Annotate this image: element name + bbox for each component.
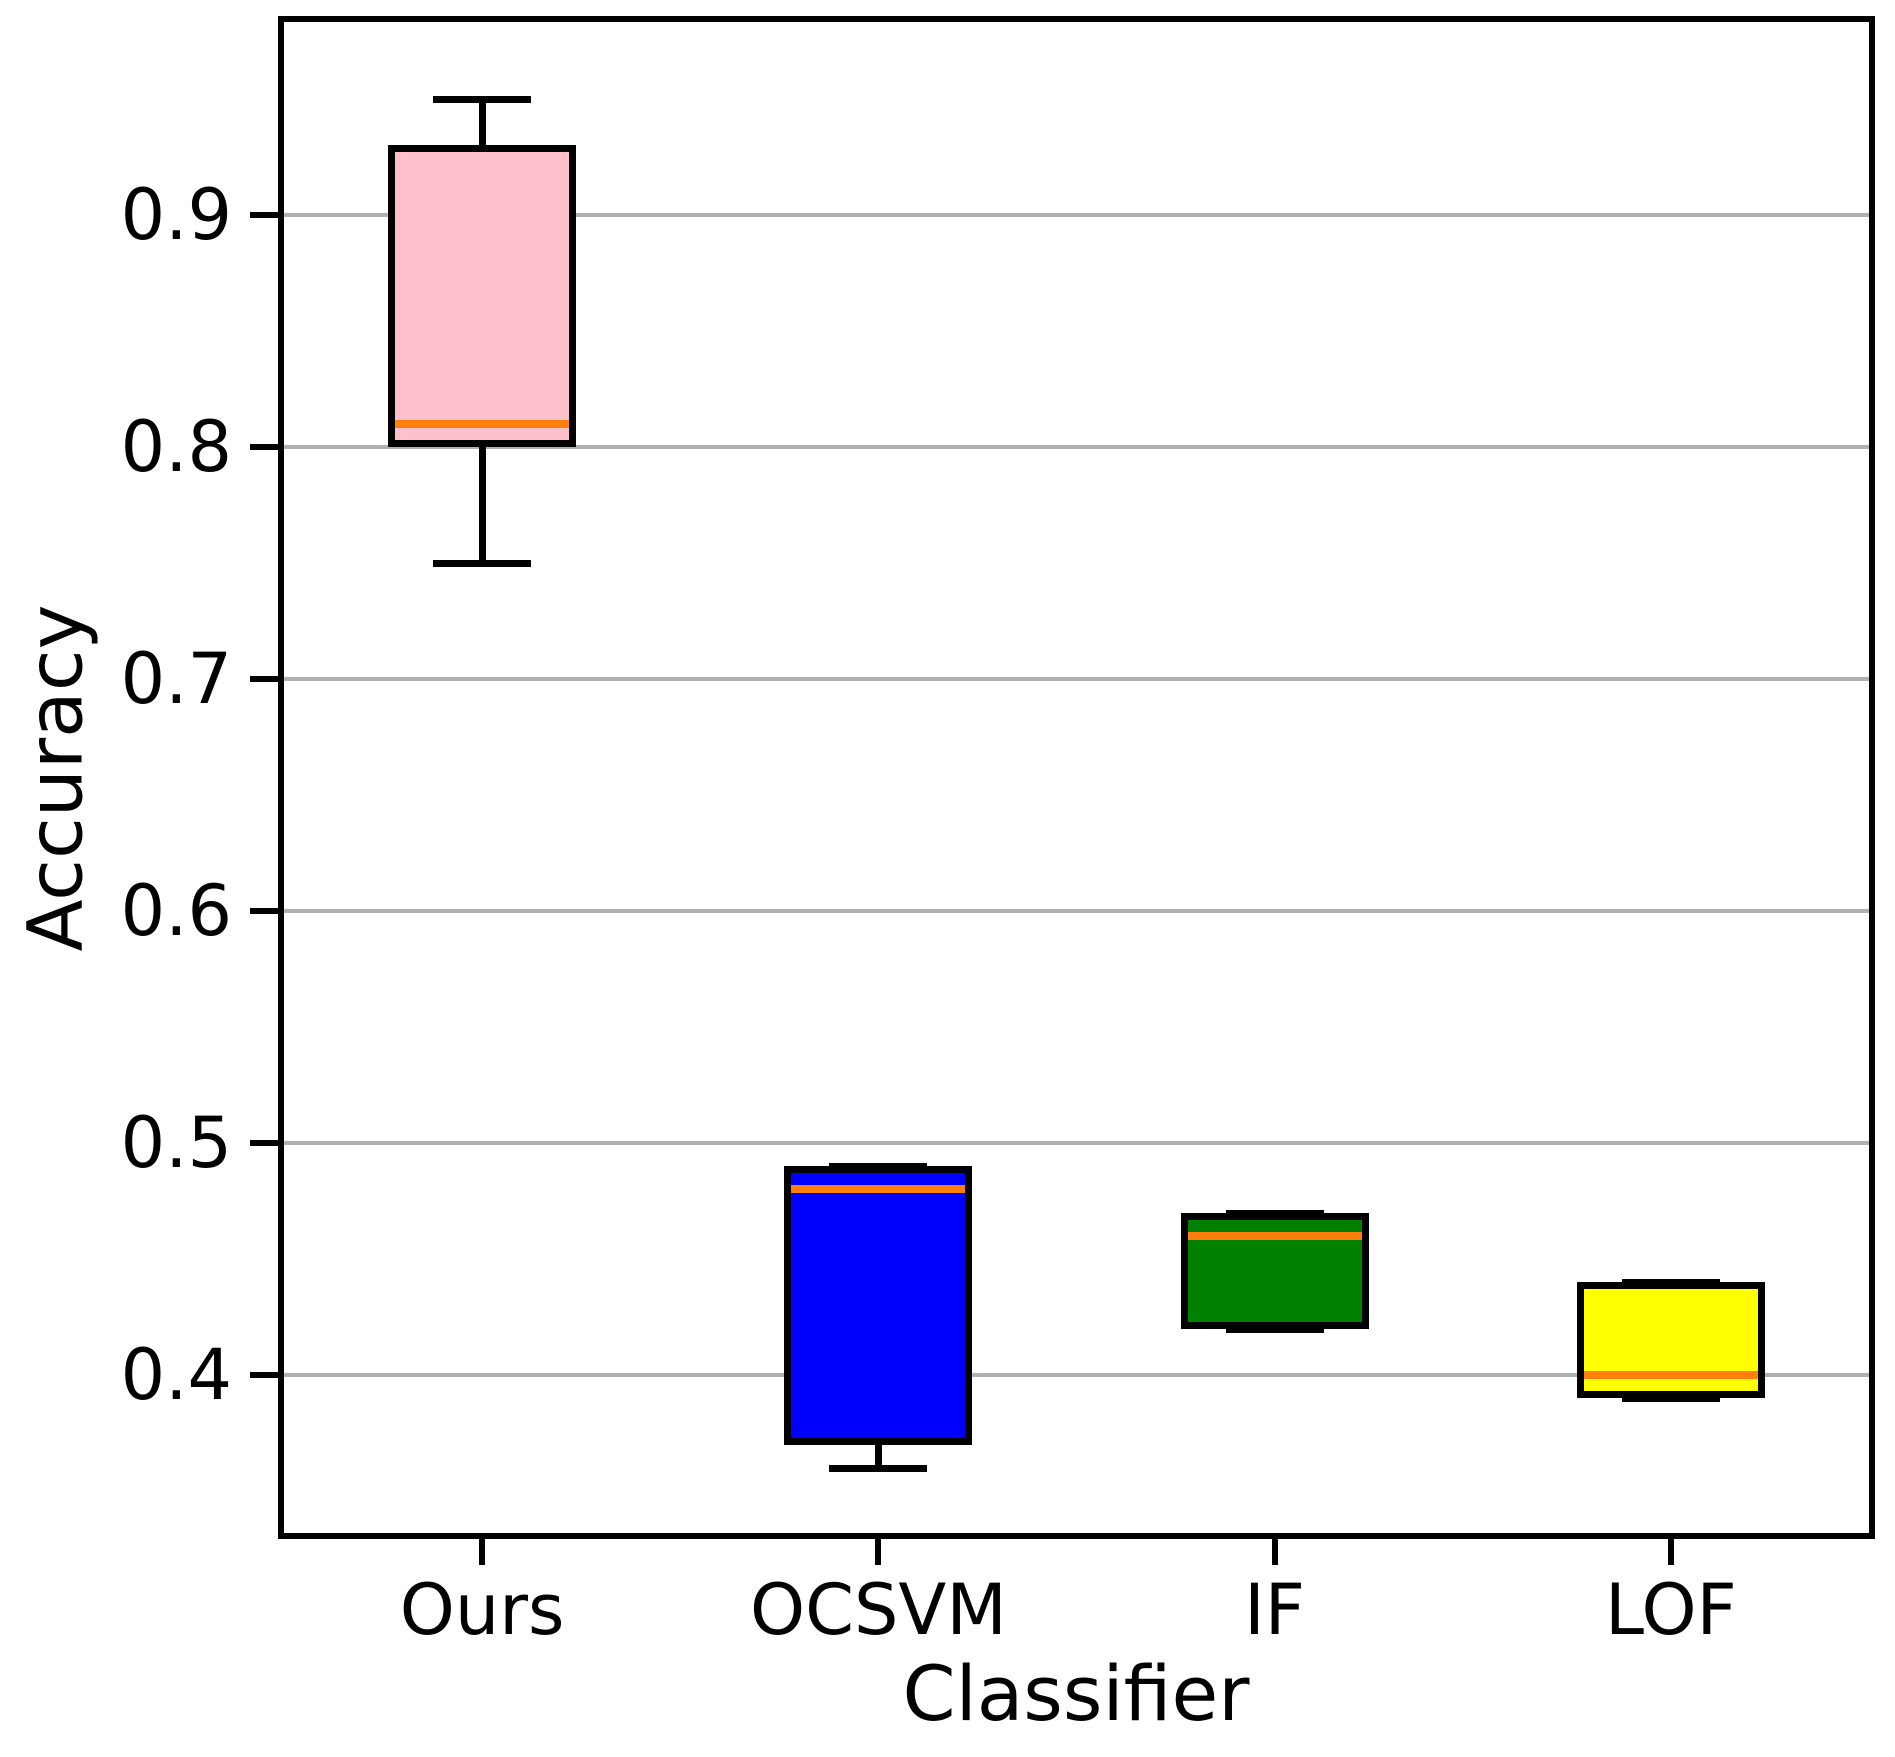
x-axis-label: Classifier — [902, 1649, 1250, 1738]
box-ours — [388, 145, 577, 447]
y-gridline — [284, 1141, 1869, 1146]
median-line — [791, 1185, 966, 1194]
y-tick-mark — [250, 1140, 278, 1147]
whisker-cap-lower — [1225, 1325, 1324, 1333]
x-tick-label: Ours — [399, 1569, 565, 1651]
y-tick-mark — [250, 907, 278, 914]
box-ocsvm — [784, 1166, 973, 1445]
y-tick-label: 0.7 — [120, 637, 232, 720]
y-tick-label: 0.9 — [120, 173, 232, 256]
whisker-lower — [478, 446, 486, 563]
x-tick-label: IF — [1244, 1569, 1306, 1651]
x-tick-label: OCSVM — [750, 1569, 1007, 1651]
y-gridline — [284, 212, 1869, 217]
whisker-cap-upper — [433, 95, 532, 103]
y-gridline — [284, 908, 1869, 913]
y-tick-label: 0.6 — [120, 869, 232, 952]
x-tick-mark — [1667, 1539, 1674, 1565]
whisker-upper — [478, 98, 486, 145]
plot-area — [278, 16, 1875, 1539]
y-tick-label: 0.4 — [120, 1334, 232, 1417]
whisker-lower — [874, 1444, 882, 1468]
whisker-cap-lower — [1621, 1395, 1720, 1403]
box-if — [1180, 1212, 1369, 1329]
median-line — [1583, 1371, 1758, 1380]
whisker-cap-lower — [829, 1465, 928, 1472]
x-tick-mark — [479, 1539, 486, 1565]
y-tick-label: 0.5 — [120, 1102, 232, 1185]
whisker-cap-lower — [433, 559, 532, 567]
y-tick-mark — [250, 443, 278, 450]
y-tick-mark — [250, 1372, 278, 1379]
y-gridline — [284, 676, 1869, 681]
box-lof — [1576, 1282, 1765, 1399]
y-tick-mark — [250, 211, 278, 218]
median-line — [1187, 1231, 1362, 1240]
y-gridline — [284, 1373, 1869, 1378]
y-gridline — [284, 444, 1869, 449]
y-tick-mark — [250, 675, 278, 682]
x-tick-mark — [1271, 1539, 1278, 1565]
x-tick-mark — [875, 1539, 882, 1565]
x-tick-label: LOF — [1604, 1569, 1737, 1651]
median-line — [395, 419, 570, 428]
y-tick-label: 0.8 — [120, 405, 232, 488]
